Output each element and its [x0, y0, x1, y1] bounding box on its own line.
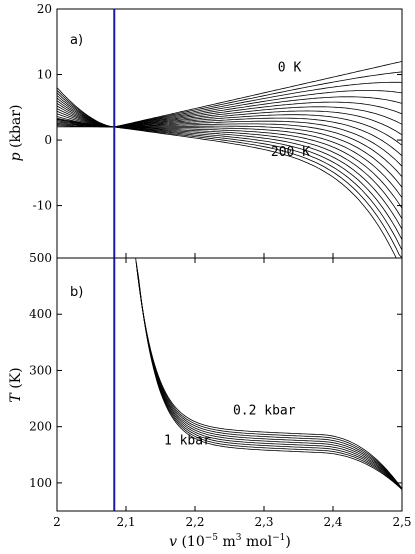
panel-a-ylabel: p (kbar) — [8, 105, 24, 162]
isobar-8 — [138, 276, 403, 490]
isobar-4 — [136, 267, 403, 490]
panel-b-label: b) — [70, 285, 83, 300]
panel-b-ytick-label: 300 — [29, 363, 52, 377]
panel-b-ytick-label: 400 — [29, 307, 52, 321]
isotherm-12 — [56, 118, 403, 188]
panel-a-ytick-label: 0 — [44, 133, 52, 147]
panel-b-xtick-label: 2,1 — [116, 515, 135, 529]
panel-b-ytick-label: 100 — [29, 476, 52, 490]
panel-b-frame — [56, 257, 403, 512]
isobar-0 — [135, 258, 403, 489]
isotherm-19 — [56, 125, 403, 259]
panel-b-xlabel: v (10−5 m3 mol−1) — [169, 533, 291, 550]
panel-b-ylabel: T (K) — [8, 367, 24, 402]
panel-a-frame — [56, 8, 403, 259]
annotation-0K: 0 K — [278, 60, 302, 75]
isobar-5 — [137, 269, 403, 490]
panel-b-curves — [135, 258, 403, 490]
panel-a-y-axis: -10 0 10 20 — [33, 2, 403, 258]
panel-a-label: a) — [70, 33, 83, 48]
panel-b-ytick-label: 500 — [29, 251, 52, 265]
isobar-6 — [137, 271, 403, 490]
panel-b-ytick-label: 200 — [29, 420, 52, 434]
panel-b-xtick-label: 2 — [53, 515, 61, 529]
panel-a-ytick-label: 20 — [37, 2, 52, 16]
annotation-0.2kbar: 0.2 kbar — [233, 403, 296, 418]
panel-b-xtick-label: 2,5 — [392, 515, 411, 529]
isobar-3 — [136, 265, 403, 490]
isobar-2 — [135, 262, 403, 490]
panel-a-curves — [56, 61, 403, 259]
isotherm-1 — [56, 71, 403, 128]
isotherm-0 — [56, 61, 403, 128]
annotation-1kbar: 1 kbar — [164, 434, 211, 449]
panel-a-ytick-label: -10 — [33, 199, 52, 213]
isobar-7 — [137, 274, 403, 490]
isobar-1 — [135, 260, 403, 490]
annotation-200K: 200 K — [271, 145, 310, 160]
isotherm-20 — [57, 126, 402, 259]
panel-b-xtick-label: 2,4 — [323, 515, 342, 529]
panel-a-ytick-label: 10 — [37, 68, 52, 82]
panel-b-y-axis: 100 200 300 400 500 — [29, 251, 402, 490]
panel-b-x-axis: 2 2,1 2,2 2,3 2,4 2,5 — [53, 258, 412, 529]
isotherm-4 — [56, 96, 403, 128]
isotherm-15 — [56, 120, 403, 219]
isotherm-10 — [56, 113, 403, 167]
panel-b-xtick-label: 2,2 — [185, 515, 204, 529]
panel-b-xtick-label: 2,3 — [254, 515, 273, 529]
